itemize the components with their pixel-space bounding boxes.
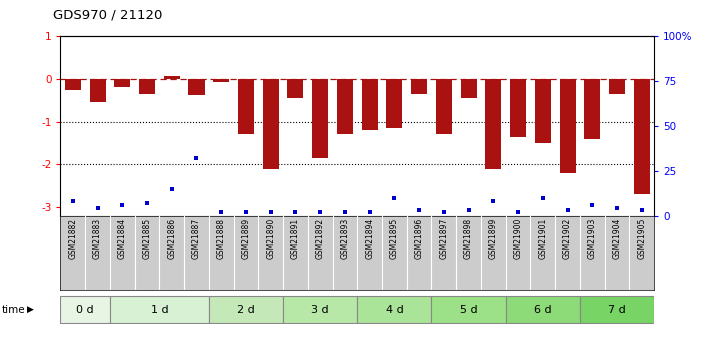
- Text: GSM21899: GSM21899: [489, 218, 498, 259]
- Text: GSM21891: GSM21891: [291, 218, 300, 259]
- Point: [67, 198, 78, 204]
- Bar: [634, 79, 650, 194]
- Point: [413, 207, 424, 213]
- Point: [587, 202, 598, 208]
- Bar: [436, 79, 452, 135]
- Bar: [114, 79, 130, 88]
- Point: [364, 209, 375, 215]
- Text: GSM21897: GSM21897: [439, 218, 449, 259]
- Bar: [287, 79, 304, 98]
- Text: 1 d: 1 d: [151, 305, 169, 315]
- Point: [339, 209, 351, 215]
- Bar: [486, 79, 501, 169]
- Point: [463, 207, 474, 213]
- Point: [215, 209, 227, 215]
- Point: [513, 209, 524, 215]
- Point: [488, 198, 499, 204]
- Point: [314, 209, 326, 215]
- Text: GSM21894: GSM21894: [365, 218, 374, 259]
- Text: 4 d: 4 d: [385, 305, 403, 315]
- Text: GSM21904: GSM21904: [612, 218, 621, 259]
- Bar: [164, 76, 180, 79]
- FancyBboxPatch shape: [432, 296, 506, 323]
- Text: GSM21902: GSM21902: [563, 218, 572, 259]
- Bar: [90, 79, 105, 102]
- Bar: [411, 79, 427, 94]
- FancyBboxPatch shape: [357, 296, 432, 323]
- Bar: [213, 79, 229, 82]
- Text: 3 d: 3 d: [311, 305, 329, 315]
- Text: 0 d: 0 d: [76, 305, 94, 315]
- Text: GSM21895: GSM21895: [390, 218, 399, 259]
- Bar: [238, 79, 254, 135]
- Text: GSM21896: GSM21896: [415, 218, 424, 259]
- Text: 2 d: 2 d: [237, 305, 255, 315]
- Text: GSM21905: GSM21905: [637, 218, 646, 259]
- Point: [141, 200, 153, 206]
- Text: GSM21885: GSM21885: [142, 218, 151, 259]
- Text: ■: ■: [64, 344, 76, 345]
- Point: [191, 156, 202, 161]
- Text: ▶: ▶: [27, 305, 34, 314]
- Bar: [386, 79, 402, 128]
- Text: GSM21887: GSM21887: [192, 218, 201, 259]
- FancyBboxPatch shape: [209, 296, 283, 323]
- FancyBboxPatch shape: [283, 296, 357, 323]
- Text: GSM21884: GSM21884: [118, 218, 127, 259]
- Text: GSM21900: GSM21900: [513, 218, 523, 259]
- Point: [636, 207, 648, 213]
- Point: [92, 206, 103, 211]
- Text: GSM21893: GSM21893: [341, 218, 349, 259]
- Bar: [312, 79, 328, 158]
- Bar: [609, 79, 625, 94]
- Point: [166, 186, 178, 191]
- FancyBboxPatch shape: [110, 296, 209, 323]
- Point: [438, 209, 449, 215]
- FancyBboxPatch shape: [506, 296, 580, 323]
- Point: [537, 195, 548, 200]
- Bar: [262, 79, 279, 169]
- Text: 7 d: 7 d: [608, 305, 626, 315]
- Text: GDS970 / 21120: GDS970 / 21120: [53, 9, 163, 22]
- Point: [265, 209, 277, 215]
- Bar: [461, 79, 476, 98]
- Bar: [65, 79, 81, 90]
- Text: GSM21883: GSM21883: [93, 218, 102, 259]
- Bar: [188, 79, 205, 95]
- Text: GSM21892: GSM21892: [316, 218, 325, 259]
- Bar: [535, 79, 551, 143]
- Text: GSM21886: GSM21886: [167, 218, 176, 259]
- Point: [240, 209, 252, 215]
- Text: GSM21888: GSM21888: [217, 218, 225, 259]
- Text: GSM21890: GSM21890: [266, 218, 275, 259]
- Point: [389, 195, 400, 200]
- Point: [290, 209, 301, 215]
- Text: GSM21901: GSM21901: [538, 218, 547, 259]
- Bar: [337, 79, 353, 135]
- Bar: [510, 79, 526, 137]
- FancyBboxPatch shape: [60, 296, 110, 323]
- Point: [562, 207, 573, 213]
- Text: GSM21889: GSM21889: [242, 218, 250, 259]
- Text: 6 d: 6 d: [534, 305, 552, 315]
- Text: 5 d: 5 d: [460, 305, 477, 315]
- Text: time: time: [1, 305, 25, 315]
- Bar: [584, 79, 600, 139]
- Text: GSM21882: GSM21882: [68, 218, 77, 259]
- Text: GSM21903: GSM21903: [588, 218, 597, 259]
- Point: [117, 202, 128, 208]
- Text: GSM21898: GSM21898: [464, 218, 473, 259]
- FancyBboxPatch shape: [580, 296, 654, 323]
- Bar: [560, 79, 576, 173]
- Bar: [362, 79, 378, 130]
- Point: [611, 206, 623, 211]
- Bar: [139, 79, 155, 94]
